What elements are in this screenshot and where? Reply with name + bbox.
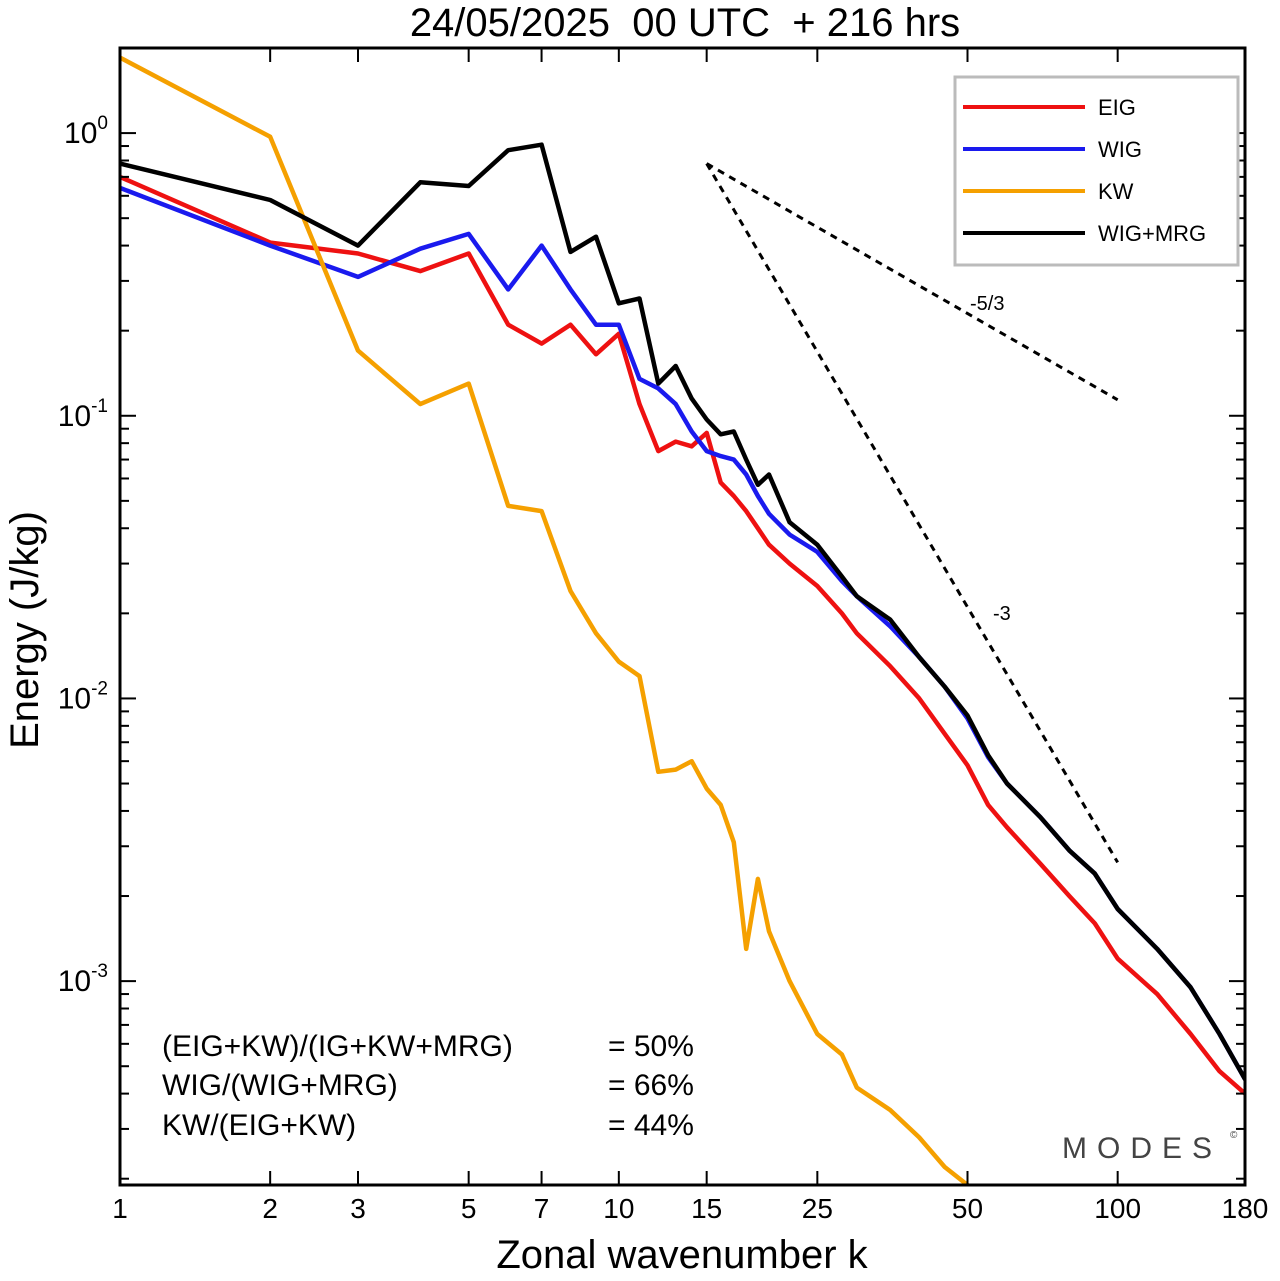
series-line-wig-mrg: [120, 142, 1245, 1082]
x-tick-label: 3: [350, 1193, 366, 1224]
watermark-copyright: ©: [1230, 1130, 1238, 1141]
stat-label-1: (EIG+KW)/(IG+KW+MRG): [162, 1030, 513, 1063]
axis-ticks: 1 2 3 5 7 10 15 25 50 100 180 100 10-1 10-2 10-3: [58, 47, 1269, 1224]
stat-value-3: = 44%: [608, 1109, 694, 1142]
plot-frame: [118, 46, 1247, 1187]
legend-label-wig-mrg: WIG+MRG: [1098, 221, 1206, 246]
stat-label-3: KW/(EIG+KW): [162, 1109, 356, 1142]
x-tick-label: 180: [1222, 1193, 1269, 1224]
legend-items: EIG WIG KW WIG+MRG: [963, 95, 1206, 246]
x-tick-label: 25: [802, 1193, 833, 1224]
x-tick-label: 15: [691, 1193, 722, 1224]
stats-annotations: (EIG+KW)/(IG+KW+MRG) = 50% WIG/(WIG+MRG)…: [162, 1030, 694, 1142]
y-tick-label: 10-3: [58, 961, 108, 998]
legend-label-kw: KW: [1098, 179, 1134, 204]
y-tick-label: 10-1: [58, 396, 108, 433]
reference-slopes: -5/3 -3: [705, 162, 1119, 864]
chart-title: 24/05/2025 00 UTC + 216 hrs: [410, 1, 960, 45]
stat-value-1: = 50%: [608, 1030, 694, 1063]
y-tick-label: 10-2: [58, 678, 108, 715]
x-tick-label: 5: [461, 1193, 477, 1224]
x-tick-label: 50: [952, 1193, 983, 1224]
reference-slope-line: [705, 162, 1119, 402]
x-tick-label: 10: [603, 1193, 634, 1224]
stat-value-2: = 66%: [608, 1069, 694, 1102]
series-line-kw: [120, 55, 970, 1185]
stat-label-2: WIG/(WIG+MRG): [162, 1069, 398, 1102]
y-axis-label: Energy (J/kg): [3, 511, 47, 749]
legend: EIG WIG KW WIG+MRG: [953, 75, 1240, 267]
x-axis-label: Zonal wavenumber k: [496, 1233, 868, 1277]
x-tick-label: 7: [534, 1193, 550, 1224]
reference-slope-label: -5/3: [970, 293, 1004, 315]
legend-label-wig: WIG: [1098, 137, 1142, 162]
reference-slope-line: [705, 162, 1119, 864]
watermark-logo: MODES: [1062, 1132, 1222, 1165]
legend-label-eig: EIG: [1098, 95, 1136, 120]
series-line-eig: [120, 174, 1245, 1096]
reference-slope-label: -3: [993, 603, 1011, 625]
x-tick-label: 1: [112, 1193, 128, 1224]
x-tick-label: 100: [1094, 1193, 1141, 1224]
x-tick-label: 2: [262, 1193, 278, 1224]
y-tick-label: 100: [64, 113, 108, 150]
plot-area: [120, 55, 1245, 1185]
